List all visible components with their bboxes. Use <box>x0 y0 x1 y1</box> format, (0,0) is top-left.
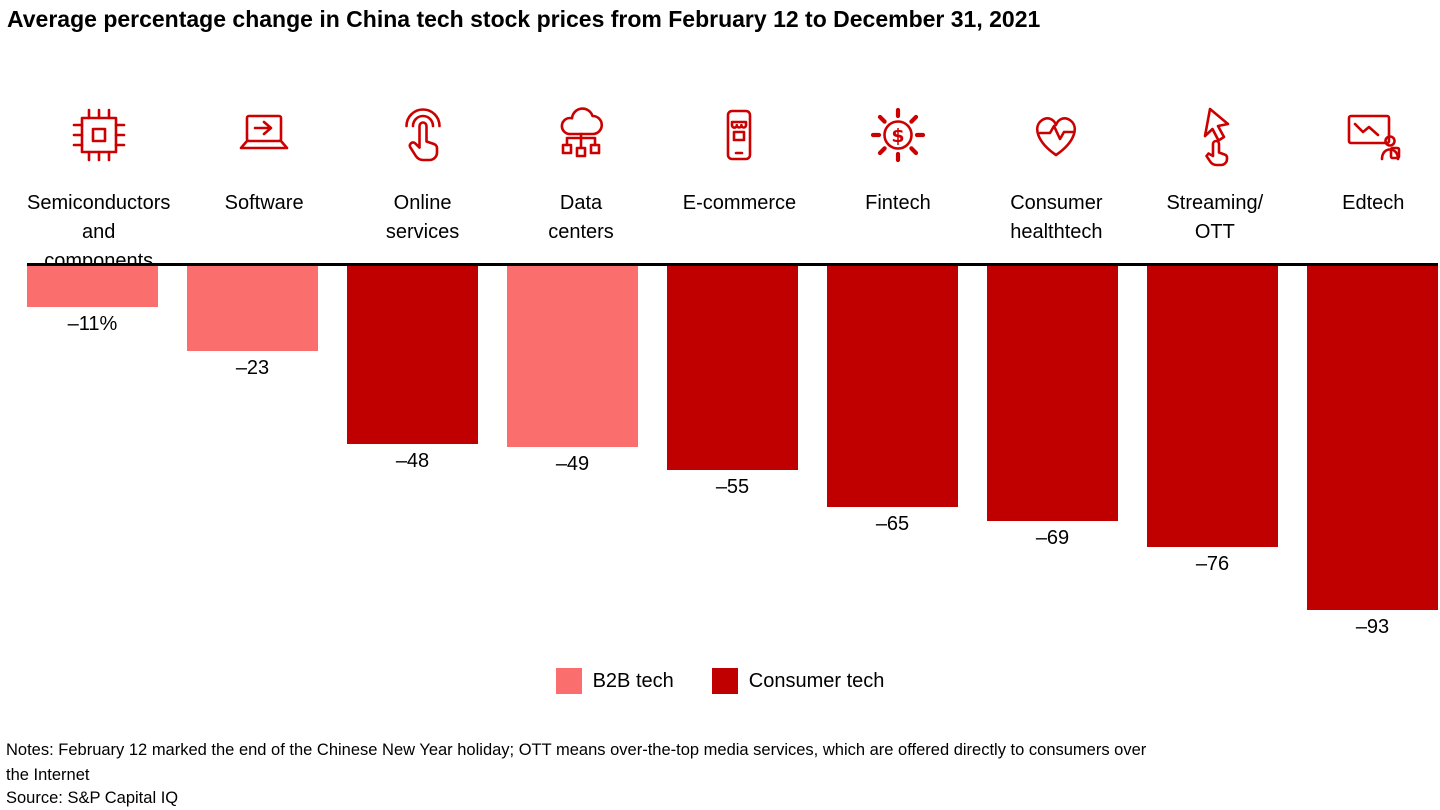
category-label: Semiconductors and components <box>27 192 171 272</box>
bar-cell: –93 <box>1307 266 1438 639</box>
bar <box>1147 266 1278 548</box>
value-label: –23 <box>235 357 270 380</box>
ecommerce-storefront-icon <box>707 99 771 171</box>
value-label: –48 <box>395 449 430 472</box>
category-label: Edtech <box>1342 192 1405 214</box>
category-label: Data centers <box>548 192 614 243</box>
svg-text:$: $ <box>891 125 904 147</box>
consumer-healthtech-heart-icon <box>1024 99 1088 171</box>
bar <box>1307 266 1438 611</box>
value-label: –65 <box>875 512 910 535</box>
legend-label: Consumer tech <box>748 669 885 692</box>
category-column: Online services <box>358 99 487 263</box>
category-column: Consumer healthtech <box>992 99 1121 263</box>
software-laptop-icon <box>232 99 296 171</box>
bar-cell: –76 <box>1147 266 1278 576</box>
legend-swatch <box>711 668 738 694</box>
legend-label: B2B tech <box>592 669 674 692</box>
value-label: –49 <box>555 453 590 476</box>
bars-row: –11% –23 –48 –49 –55 –65 –69 –76 –93 <box>27 266 1438 642</box>
category-label: E-commerce <box>682 192 797 214</box>
chart-title: Average percentage change in China tech … <box>7 6 1041 32</box>
bar-cell: –55 <box>667 266 798 499</box>
legend-swatch <box>555 668 582 694</box>
bar <box>667 266 798 470</box>
value-label: –55 <box>715 475 750 498</box>
category-label: Online services <box>385 192 460 243</box>
category-label: Streaming/ OTT <box>1166 192 1264 243</box>
category-column: Edtech <box>1309 99 1438 263</box>
online-services-tap-icon <box>391 99 455 171</box>
category-column: Semiconductors and components <box>27 99 171 272</box>
category-column: Software <box>199 99 328 263</box>
bar <box>347 266 478 444</box>
semiconductor-chip-icon <box>67 99 131 171</box>
bar-cell: –69 <box>987 266 1118 550</box>
category-column: Data centers <box>516 99 645 263</box>
category-label: Consumer healthtech <box>1010 192 1103 243</box>
bar-cell: –49 <box>507 266 638 476</box>
bar-cell: –48 <box>347 266 478 473</box>
value-label: –69 <box>1035 527 1070 550</box>
bar <box>827 266 958 507</box>
category-label: Software <box>224 192 304 214</box>
zero-baseline <box>27 263 1438 266</box>
bar <box>27 266 158 307</box>
category-label: Fintech <box>865 192 931 214</box>
category-header-row: Semiconductors and components Software Onl… <box>27 99 1438 272</box>
data-center-cloud-icon <box>549 99 613 171</box>
bar-cell: –23 <box>187 266 318 380</box>
bar-cell: –65 <box>827 266 958 536</box>
legend-item: Consumer tech <box>711 668 885 694</box>
category-column: $ Fintech <box>833 99 962 263</box>
source-text: Source: S&P Capital IQ <box>6 789 179 807</box>
bar <box>187 266 318 352</box>
edtech-screen-icon <box>1341 99 1405 171</box>
bar <box>507 266 638 448</box>
value-label: –93 <box>1355 616 1390 639</box>
notes-text: Notes: February 12 marked the end of the… <box>6 741 1147 784</box>
bar-chart: Semiconductors and components Software Onl… <box>27 99 1438 642</box>
category-column: Streaming/ OTT <box>1150 99 1279 263</box>
streaming-ott-cursor-icon <box>1183 99 1247 171</box>
legend: B2B tech Consumer tech <box>0 668 1440 694</box>
value-label: –76 <box>1195 553 1230 576</box>
legend-item: B2B tech <box>555 668 674 694</box>
value-label: –11% <box>67 312 118 335</box>
bar <box>987 266 1118 522</box>
fintech-gear-dollar-icon: $ <box>866 99 930 171</box>
bar-cell: –11% <box>27 266 158 336</box>
category-column: E-commerce <box>675 99 804 263</box>
